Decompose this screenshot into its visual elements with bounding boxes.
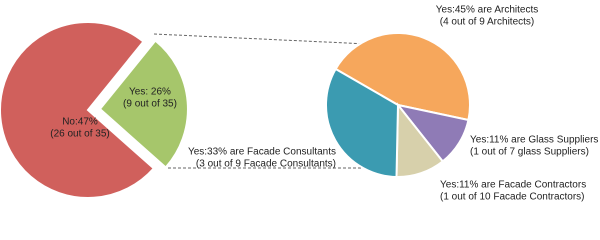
- slice-label: Yes: 26%: [129, 87, 171, 98]
- slice-label: Yes:11% are Glass Suppliers: [470, 135, 598, 146]
- slice-detail: (9 out of 35): [123, 99, 177, 110]
- slice-detail: (1 out of 10 Facade Contractors): [440, 192, 585, 203]
- slice-label: Yes:33% are Facade Consultants: [188, 147, 336, 158]
- slice-label: Yes:45% are Architects: [436, 5, 538, 16]
- pie-slice: [0, 21, 156, 199]
- pie-slice: [325, 67, 400, 179]
- connector: [153, 33, 369, 45]
- slice-detail: (4 out of 9 Architects): [440, 17, 535, 28]
- slice-label: No:47%: [62, 117, 98, 128]
- slice-detail: (1 out of 7 glass Suppliers): [470, 147, 589, 158]
- slice-label: Yes:11% are Facade Contractors: [440, 180, 586, 191]
- pie-slice: [98, 39, 189, 169]
- pie-slice: [334, 32, 471, 122]
- slice-detail: (26 out of 35): [50, 129, 109, 140]
- slice-detail: (3 out of 9 Facade Consultants): [196, 159, 336, 170]
- chart: No:47%(26 out of 35) Yes: 26%(9 out of 35…: [0, 5, 598, 203]
